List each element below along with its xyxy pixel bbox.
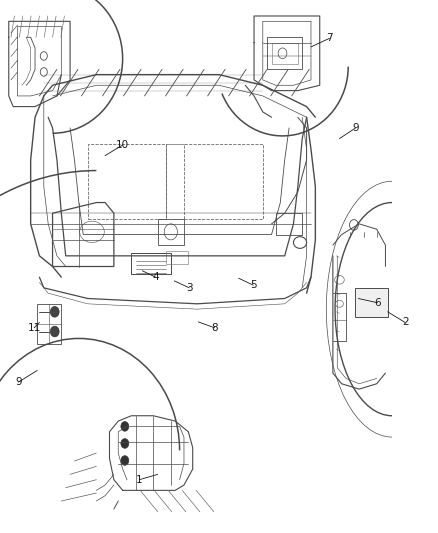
Bar (158, 219, 184, 245)
Bar (184, 144, 263, 219)
Bar (267, 37, 302, 69)
Bar (355, 288, 388, 317)
Text: 2: 2 (402, 318, 409, 327)
Text: 6: 6 (374, 298, 381, 308)
Circle shape (121, 456, 129, 465)
Text: 7: 7 (326, 34, 333, 43)
Text: 9: 9 (352, 123, 359, 133)
Bar (272, 43, 298, 64)
Bar (276, 213, 302, 235)
Bar (37, 304, 61, 344)
Text: 4: 4 (152, 272, 159, 282)
Text: 10: 10 (116, 140, 129, 150)
Text: 1: 1 (136, 475, 143, 484)
Circle shape (121, 439, 129, 448)
Bar (131, 253, 171, 274)
Text: 9: 9 (15, 377, 22, 387)
Bar (88, 144, 166, 219)
Text: 3: 3 (186, 283, 193, 293)
Text: 5: 5 (250, 280, 257, 290)
Text: 8: 8 (211, 323, 218, 333)
Circle shape (121, 422, 129, 431)
Bar (166, 251, 188, 264)
Circle shape (50, 306, 59, 317)
Text: 11: 11 (28, 323, 41, 333)
Circle shape (50, 326, 59, 337)
